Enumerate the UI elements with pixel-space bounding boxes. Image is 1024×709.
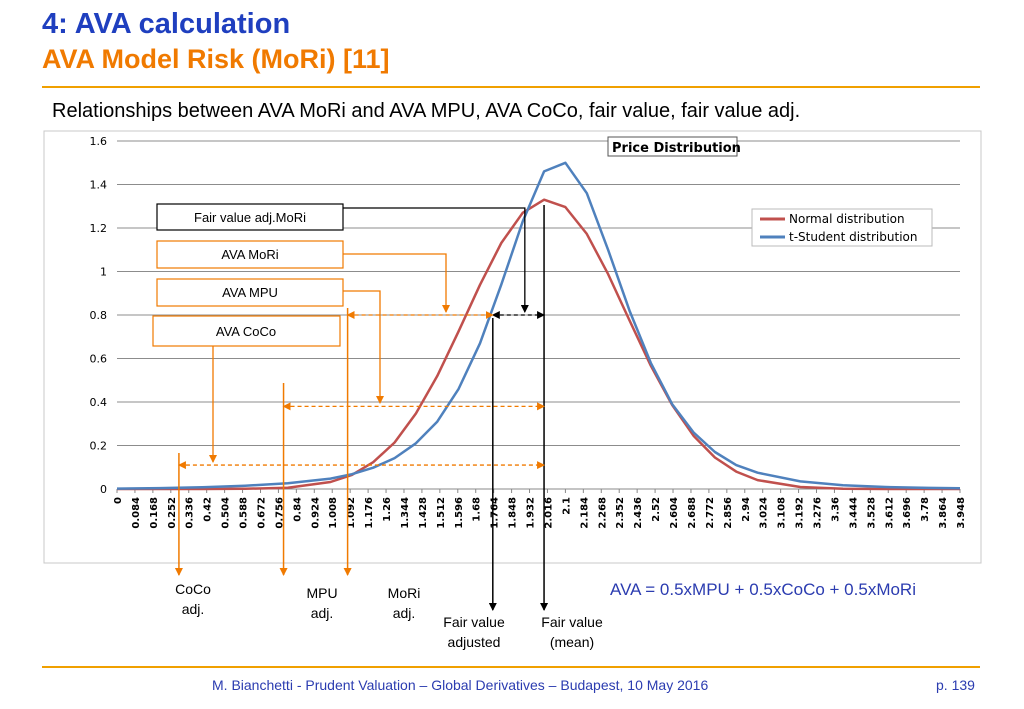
ava-mpu-leader xyxy=(343,290,384,404)
x-tick-label: 3.192 xyxy=(795,497,806,529)
fair-value-mean-label-1: Fair value xyxy=(541,614,603,630)
ava-coco-box xyxy=(152,315,341,347)
x-tick-label: 2.268 xyxy=(597,497,608,529)
mpu-adj-label-2: adj. xyxy=(311,605,334,621)
x-tick-label: 3.108 xyxy=(777,497,788,529)
x-tick-label: 0.084 xyxy=(131,497,142,529)
y-tick-label: 1.6 xyxy=(90,135,108,148)
fair-value-mean-label-2: (mean) xyxy=(550,634,594,650)
chart-frame xyxy=(43,130,982,564)
fair-value-adj-mori-box xyxy=(156,203,344,231)
x-tick-label: 0.168 xyxy=(149,497,160,529)
x-tick-label: 2.352 xyxy=(615,497,626,529)
x-tick-label: 0.756 xyxy=(274,497,285,529)
x-tick-label: 0.252 xyxy=(167,497,178,529)
x-tick-label: 1.596 xyxy=(454,497,465,529)
x-tick-label: 0.924 xyxy=(310,497,321,529)
mori-adj-label-1: MoRi xyxy=(388,585,421,601)
coco-adj-label-1: CoCo xyxy=(175,581,211,597)
y-tick-label: 1 xyxy=(100,266,107,279)
y-tick-label: 0.8 xyxy=(90,309,108,322)
x-tick-label: 3.864 xyxy=(938,497,949,529)
x-tick-label: 2.436 xyxy=(633,497,644,529)
y-tick-label: 1.2 xyxy=(90,222,108,235)
y-tick-label: 0.4 xyxy=(90,396,108,409)
x-tick-label: 3.36 xyxy=(830,497,841,522)
fair-value-adjusted-label-2: adjusted xyxy=(448,634,501,650)
x-tick-label: 1.68 xyxy=(472,497,483,522)
ava-mpu-label: AVA MPU xyxy=(222,285,278,300)
chart-title-box xyxy=(607,136,738,157)
x-tick-label: 2.604 xyxy=(669,497,680,529)
y-tick-label: 0 xyxy=(100,483,107,496)
legend-label-normal: Normal distribution xyxy=(789,212,905,226)
x-tick-label: 1.092 xyxy=(346,497,357,529)
fair-value-adj-mori-label: Fair value adj.MoRi xyxy=(194,210,306,225)
x-tick-label: 2.688 xyxy=(687,497,698,529)
x-tick-label: 0 xyxy=(113,497,124,504)
footer-text: M. Bianchetti - Prudent Valuation – Glob… xyxy=(212,677,709,693)
x-tick-label: 0.42 xyxy=(203,497,214,522)
x-tick-label: 2.52 xyxy=(651,497,662,522)
x-tick-label: 1.932 xyxy=(526,497,537,529)
x-tick-label: 1.26 xyxy=(382,497,393,522)
ava-mpu-box xyxy=(156,278,344,307)
coco-adj-label-2: adj. xyxy=(182,601,205,617)
series-line-student xyxy=(116,161,961,490)
x-tick-label: 0.504 xyxy=(221,497,232,529)
x-tick-label: 0.84 xyxy=(292,497,303,522)
footer-divider xyxy=(42,666,980,668)
ava-coco-label: AVA CoCo xyxy=(216,324,276,339)
x-tick-label: 2.1 xyxy=(561,497,572,515)
y-tick-label: 0.6 xyxy=(90,353,108,366)
ava-mori-leader xyxy=(343,253,450,313)
mori-adj-label-2: adj. xyxy=(393,605,416,621)
x-tick-label: 3.78 xyxy=(920,497,931,522)
x-tick-label: 1.764 xyxy=(490,497,501,529)
slide-subtitle: AVA Model Risk (MoRi) [11] xyxy=(42,44,390,74)
x-tick-label: 1.176 xyxy=(364,497,375,529)
ava-mori-label: AVA MoRi xyxy=(221,247,278,262)
x-tick-label: 3.276 xyxy=(813,497,824,529)
x-tick-label: 2.772 xyxy=(705,497,716,529)
slide-heading: Relationships between AVA MoRi and AVA M… xyxy=(52,100,801,122)
x-tick-label: 1.848 xyxy=(508,497,519,529)
x-tick-label: 3.696 xyxy=(902,497,913,529)
x-tick-label: 3.948 xyxy=(956,497,967,529)
legend-label-student: t-Student distribution xyxy=(789,230,917,244)
x-tick-label: 3.444 xyxy=(848,497,859,529)
x-tick-label: 3.528 xyxy=(866,497,877,529)
x-tick-label: 1.428 xyxy=(418,497,429,529)
x-tick-label: 0.672 xyxy=(256,497,267,529)
y-tick-label: 1.4 xyxy=(90,179,108,192)
header-divider xyxy=(42,86,980,88)
x-tick-label: 2.94 xyxy=(741,497,752,522)
mpu-adj-label-1: MPU xyxy=(306,585,337,601)
slide-title: 4: AVA calculation xyxy=(42,8,291,40)
x-tick-label: 0.588 xyxy=(239,497,250,529)
x-tick-label: 2.856 xyxy=(723,497,734,529)
page-number: p. 139 xyxy=(936,677,975,693)
x-tick-label: 0.336 xyxy=(185,497,196,529)
series-line-normal xyxy=(117,198,960,491)
ava-mori-box xyxy=(156,240,344,269)
ava-formula: AVA = 0.5xMPU + 0.5xCoCo + 0.5xMoRi xyxy=(610,580,916,599)
fair-value-adjusted-label-1: Fair value xyxy=(443,614,505,630)
x-tick-label: 1.344 xyxy=(400,497,411,529)
x-tick-label: 1.008 xyxy=(328,497,339,529)
x-tick-label: 3.024 xyxy=(759,497,770,529)
y-tick-label: 0.2 xyxy=(90,440,108,453)
legend xyxy=(751,208,933,247)
x-tick-label: 3.612 xyxy=(884,497,895,529)
x-tick-label: 2.184 xyxy=(579,497,590,529)
x-tick-label: 2.016 xyxy=(543,497,554,529)
fair-value-adj-mori-leader xyxy=(343,207,529,313)
x-tick-label: 1.512 xyxy=(436,497,447,529)
chart-title: Price Distribution xyxy=(612,141,741,156)
